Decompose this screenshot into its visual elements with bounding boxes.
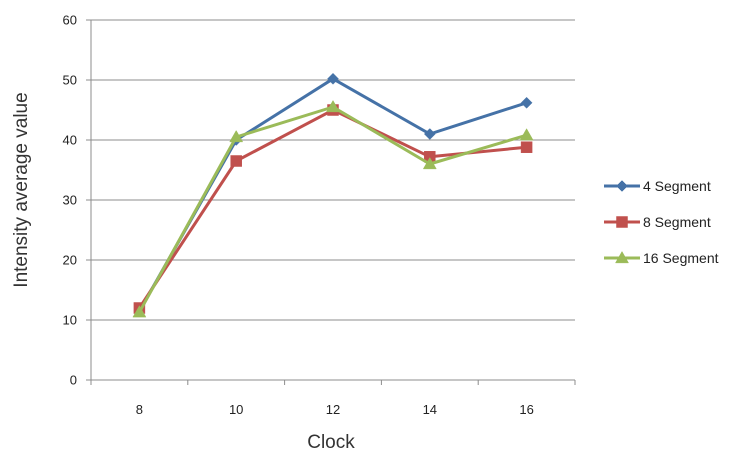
data-point bbox=[230, 155, 242, 167]
series-3 bbox=[132, 99, 534, 318]
data-series bbox=[132, 72, 534, 318]
data-point bbox=[519, 128, 534, 141]
axes bbox=[86, 19, 576, 385]
legend-item: 16 Segment bbox=[604, 250, 719, 266]
legend-label: 16 Segment bbox=[643, 250, 719, 266]
y-tick-label: 30 bbox=[63, 193, 77, 208]
x-tick-label: 14 bbox=[423, 402, 437, 417]
legend-marker bbox=[616, 180, 628, 192]
data-point bbox=[422, 156, 437, 170]
series-2 bbox=[133, 104, 533, 314]
data-point bbox=[520, 96, 533, 109]
y-tick-label: 60 bbox=[63, 13, 77, 28]
legend-label: 4 Segment bbox=[643, 178, 711, 194]
x-tick-label: 10 bbox=[229, 402, 243, 417]
data-point bbox=[229, 129, 244, 143]
y-axis-title: Intensity average value bbox=[11, 92, 32, 287]
y-axis-tick-labels: 0 10 20 30 40 50 60 bbox=[63, 13, 77, 388]
y-tick-label: 20 bbox=[63, 253, 77, 268]
legend-marker bbox=[616, 216, 628, 228]
legend: 4 Segment 8 Segment 16 Segment bbox=[604, 178, 719, 266]
legend-marker bbox=[615, 250, 629, 264]
series-line bbox=[138, 105, 528, 313]
y-tick-label: 40 bbox=[63, 133, 77, 148]
legend-item: 4 Segment bbox=[604, 178, 711, 194]
y-tick-label: 50 bbox=[63, 73, 77, 88]
data-point bbox=[132, 305, 147, 318]
data-point bbox=[326, 99, 340, 113]
data-point bbox=[423, 128, 436, 140]
x-tick-label: 8 bbox=[136, 402, 143, 417]
x-tick-label: 12 bbox=[326, 402, 340, 417]
gridlines bbox=[91, 19, 575, 321]
y-tick-label: 0 bbox=[70, 373, 77, 388]
legend-item: 8 Segment bbox=[604, 214, 711, 230]
data-point bbox=[327, 72, 339, 85]
x-axis-tick-labels: 8 10 12 14 16 bbox=[136, 402, 534, 417]
x-tick-label: 16 bbox=[519, 402, 533, 417]
data-point bbox=[520, 141, 533, 153]
legend-label: 8 Segment bbox=[643, 214, 711, 230]
x-axis-title: Clock bbox=[307, 432, 355, 453]
y-tick-label: 10 bbox=[63, 313, 77, 328]
